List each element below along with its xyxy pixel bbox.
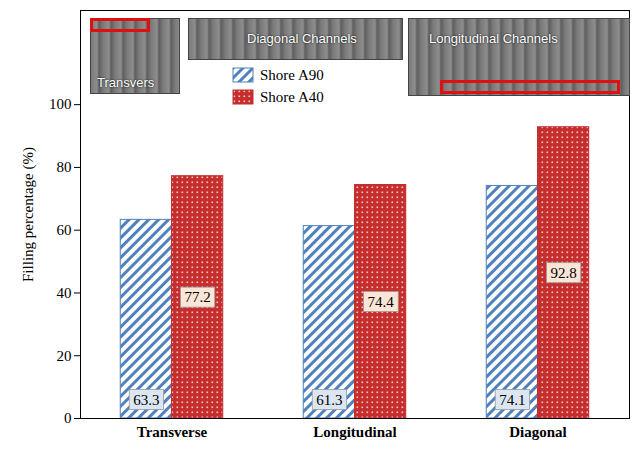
html-text:Shore A40: Shore A40: [260, 88, 324, 105]
html-text:Diagonal Channels: Diagonal Channels: [247, 31, 357, 46]
svg-text:Diagonal: Diagonal: [509, 424, 567, 440]
svg-text:61.3: 61.3: [316, 392, 342, 408]
svg-text:60: 60: [57, 222, 72, 238]
svg-text:77.2: 77.2: [184, 289, 210, 305]
html-text:Longitudinal Channels: Longitudinal Channels: [429, 31, 558, 46]
svg-text:40: 40: [57, 285, 72, 301]
svg-text:80: 80: [57, 159, 72, 175]
svg-text:63.3: 63.3: [133, 392, 159, 408]
svg-text:74.4: 74.4: [367, 294, 394, 310]
svg-text:Transverse: Transverse: [137, 424, 208, 440]
html-text:Transvers: Transvers: [97, 75, 155, 90]
svg-text:Longitudinal: Longitudinal: [313, 424, 396, 440]
svg-text:Filling percentage (%): Filling percentage (%): [20, 147, 37, 282]
html-text:Shore A90: Shore A90: [260, 66, 324, 83]
svg-text:100: 100: [49, 96, 72, 112]
svg-text:0: 0: [64, 410, 72, 426]
svg-text:74.1: 74.1: [499, 392, 525, 408]
svg-text:20: 20: [57, 348, 72, 364]
svg-text:92.8: 92.8: [550, 265, 576, 281]
